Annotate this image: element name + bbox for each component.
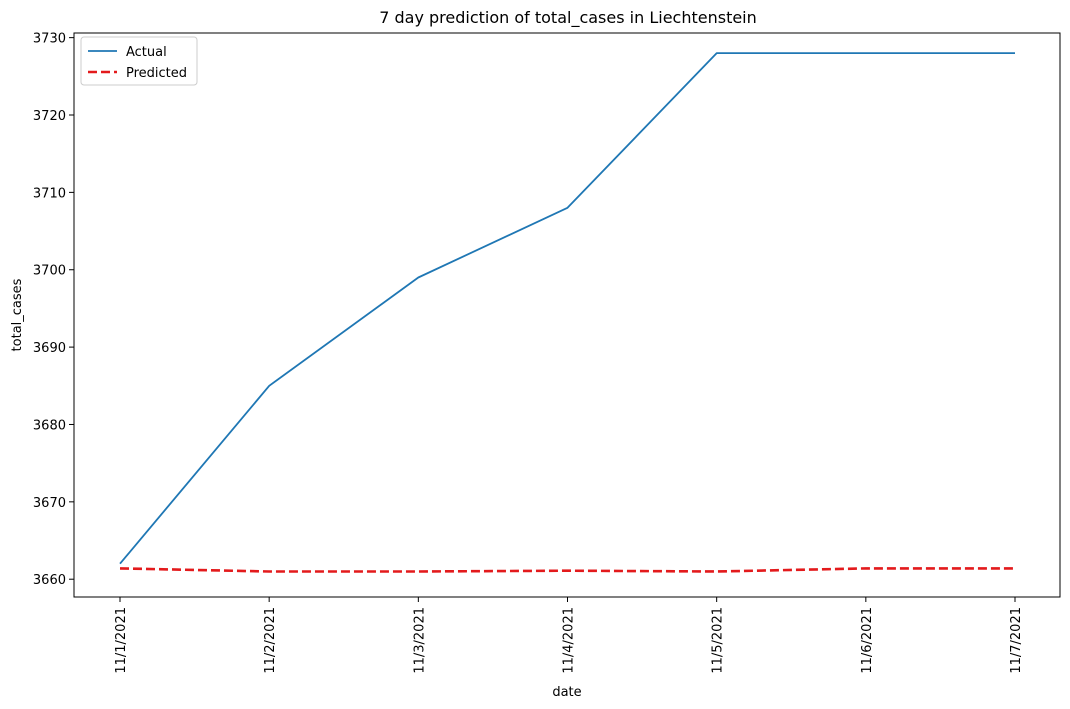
x-axis: 11/1/2021 11/2/2021 11/3/2021 11/4/2021 11/5… [114,597,1024,674]
y-tick-label: 3710 [33,186,66,201]
x-tick-label: 11/1/2021 [114,607,129,674]
series-layer [119,52,1016,573]
chart-title: 7 day prediction of total_cases in Liech… [379,8,757,28]
x-tick-label: 11/7/2021 [1009,607,1024,674]
series-line-actual [119,52,1015,565]
y-axis: 3660 3670 3680 3690 3700 3710 3720 3730 [33,32,74,588]
x-tick-label: 11/2/2021 [263,607,278,674]
plot-area [73,32,1061,598]
y-tick-label: 3730 [33,32,66,47]
y-axis-title: total_cases [10,278,25,351]
y-tick-label: 3660 [33,573,66,588]
x-tick-label: 11/4/2021 [562,607,577,674]
y-tick-label: 3680 [33,418,66,433]
y-tick-label: 3670 [33,496,66,511]
y-tick-label: 3690 [33,341,66,356]
x-axis-title: date [552,685,581,700]
x-tick-label: 11/3/2021 [412,607,427,674]
y-tick-label: 3700 [33,264,66,279]
x-tick-label: 11/6/2021 [860,607,875,674]
series-line-predicted [119,567,1015,573]
legend-label-predicted: Predicted [126,66,187,81]
x-tick-label: 11/5/2021 [711,607,726,674]
legend: Actual Predicted [80,36,198,86]
y-tick-label: 3720 [33,109,66,124]
legend-label-actual: Actual [126,45,167,60]
